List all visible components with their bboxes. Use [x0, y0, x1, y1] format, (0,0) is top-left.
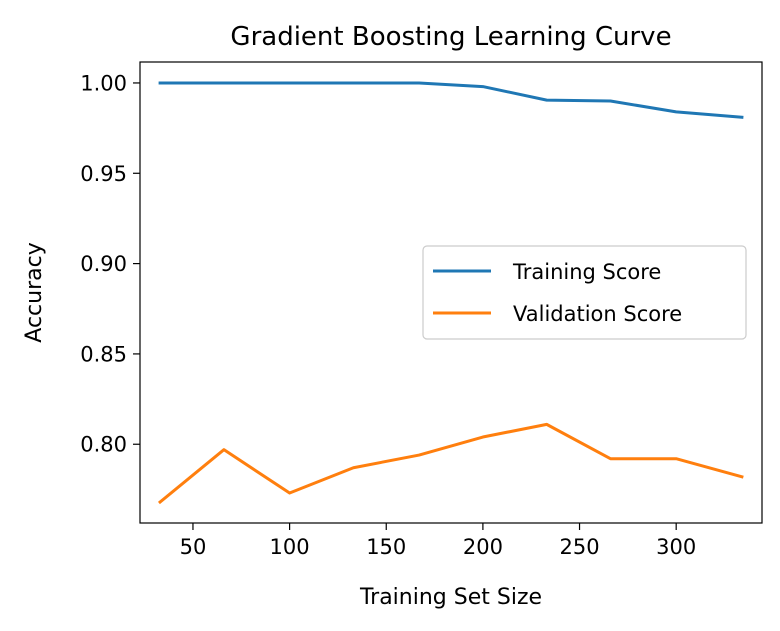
x-tick-label: 100	[270, 535, 310, 559]
x-tick-label: 50	[180, 535, 207, 559]
y-axis-label: Accuracy	[22, 242, 47, 342]
x-tick-label: 150	[366, 535, 406, 559]
legend-label-validation-score: Validation Score	[513, 302, 682, 326]
y-axis-ticks: 0.80 0.85 0.90 0.95 1.00	[80, 71, 140, 457]
series-layer	[157, 81, 744, 505]
x-axis-ticks: 50 100 150 200 250 300	[180, 523, 696, 559]
y-tick-label: 0.85	[80, 342, 127, 366]
y-tick-label: 0.80	[80, 433, 127, 457]
legend-items: Training Score Validation Score	[433, 260, 682, 326]
x-tick-label: 300	[656, 535, 696, 559]
y-tick-label: 0.90	[80, 252, 127, 276]
series-line-training-score	[158, 81, 744, 119]
axes-frame	[139, 61, 763, 524]
x-tick-label: 200	[463, 535, 503, 559]
plot-area: 50 100 150 200 250 300 0.80 0.85 0.90 0.95 1.00	[80, 61, 763, 559]
y-tick-label: 0.95	[80, 162, 127, 186]
x-tick-label: 250	[559, 535, 599, 559]
legend: Training Score Validation Score	[422, 245, 747, 340]
y-tick-label: 1.00	[80, 71, 127, 95]
legend-box	[422, 245, 747, 340]
x-axis-label: Training Set Size	[359, 585, 542, 610]
legend-label-training-score: Training Score	[512, 260, 661, 284]
series-line-validation-score	[157, 422, 744, 505]
chart-title: Gradient Boosting Learning Curve	[230, 22, 671, 52]
